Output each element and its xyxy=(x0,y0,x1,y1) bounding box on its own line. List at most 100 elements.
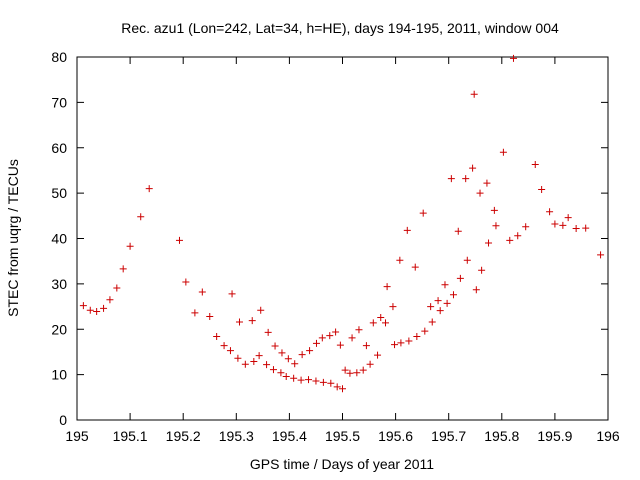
data-point-marker xyxy=(478,266,486,274)
data-point-marker xyxy=(257,306,265,314)
y-tick-label: 70 xyxy=(51,94,67,110)
data-point-marker xyxy=(327,379,335,387)
data-point-marker xyxy=(198,288,206,296)
data-point-marker xyxy=(454,227,462,235)
data-point-marker xyxy=(226,347,234,355)
x-tick-label: 195.7 xyxy=(431,428,466,444)
plot-frame xyxy=(76,56,609,421)
data-point-marker xyxy=(389,303,397,311)
data-point-marker xyxy=(263,361,271,369)
data-point-marker xyxy=(538,185,546,193)
data-point-marker xyxy=(106,296,114,304)
y-tick-label: 60 xyxy=(51,140,67,156)
data-point-marker xyxy=(255,352,263,360)
data-point-marker xyxy=(312,339,320,347)
data-point-marker xyxy=(278,349,286,357)
data-point-marker xyxy=(551,220,559,228)
data-point-marker xyxy=(119,265,127,273)
data-point-marker xyxy=(472,286,480,294)
data-point-marker xyxy=(250,357,258,365)
x-tick-label: 195.3 xyxy=(219,428,254,444)
data-point-marker xyxy=(318,334,326,342)
x-tick-label: 195.2 xyxy=(166,428,201,444)
data-point-marker xyxy=(291,360,299,368)
data-point-marker xyxy=(405,337,413,345)
data-point-marker xyxy=(463,256,471,264)
data-point-marker xyxy=(191,309,199,317)
data-point-marker xyxy=(235,318,243,326)
data-point-marker xyxy=(564,214,572,222)
y-axis-ticks: 0 10 20 30 40 50 60 70 80 xyxy=(51,49,608,428)
data-point-marker xyxy=(509,54,517,62)
data-point-marker xyxy=(469,164,477,172)
data-point-marker xyxy=(396,256,404,264)
data-point-marker xyxy=(476,189,484,197)
chart-title: Rec. azu1 (Lon=242, Lat=34, h=HE), days … xyxy=(121,20,559,36)
data-point-marker xyxy=(397,339,405,347)
data-point-marker xyxy=(79,302,87,310)
data-point-marker xyxy=(374,351,382,359)
data-point-marker xyxy=(490,206,498,214)
data-point-marker xyxy=(462,175,470,183)
data-point-marker xyxy=(456,274,464,282)
data-point-marker xyxy=(269,366,277,374)
x-tick-label: 195.6 xyxy=(378,428,413,444)
data-point-marker xyxy=(506,236,514,244)
data-point-marker xyxy=(436,307,444,315)
data-point-marker xyxy=(298,351,306,359)
data-point-marker xyxy=(403,226,411,234)
data-point-marker xyxy=(546,208,554,216)
data-point-marker xyxy=(182,278,190,286)
data-point-marker xyxy=(470,90,478,98)
y-tick-label: 80 xyxy=(51,49,67,65)
data-point-marker xyxy=(377,313,385,321)
data-point-marker xyxy=(213,333,221,341)
data-point-marker xyxy=(145,185,153,193)
data-point-marker xyxy=(483,179,491,187)
y-tick-label: 30 xyxy=(51,276,67,292)
data-point-marker xyxy=(421,327,429,335)
data-point-marker xyxy=(86,306,94,314)
x-tick-label: 195.8 xyxy=(484,428,519,444)
data-point-marker xyxy=(277,369,285,377)
data-point-marker xyxy=(290,374,298,382)
data-point-marker xyxy=(305,376,313,384)
y-tick-label: 20 xyxy=(51,321,67,337)
data-point-marker xyxy=(427,303,435,311)
data-point-marker xyxy=(499,148,507,156)
data-point-marker xyxy=(428,318,436,326)
y-tick-label: 10 xyxy=(51,367,67,383)
data-point-marker xyxy=(572,225,580,233)
data-point-marker xyxy=(248,317,256,325)
x-axis-ticks: 195 195.1 195.2 195.3 195.4 195.5 195.6 195.7 19… xyxy=(65,57,620,444)
data-point-marker xyxy=(434,297,442,305)
data-point-marker xyxy=(312,377,320,385)
data-point-marker xyxy=(441,281,449,289)
data-point-marker xyxy=(346,369,354,377)
data-point-marker xyxy=(326,332,334,340)
y-tick-label: 40 xyxy=(51,231,67,247)
data-point-marker xyxy=(597,251,605,259)
data-point-marker xyxy=(582,224,590,232)
data-point-marker xyxy=(369,319,377,327)
data-point-marker xyxy=(362,342,370,350)
data-point-marker xyxy=(449,291,457,299)
data-point-marker xyxy=(413,333,421,341)
data-point-marker xyxy=(383,283,391,291)
y-tick-label: 0 xyxy=(59,412,67,428)
data-point-marker xyxy=(93,308,101,316)
data-point-marker xyxy=(341,366,349,374)
data-point-marker xyxy=(241,360,249,368)
x-tick-label: 195.5 xyxy=(325,428,360,444)
data-point-marker xyxy=(382,319,390,327)
data-point-marker xyxy=(113,284,121,292)
data-point-marker xyxy=(514,232,522,240)
data-point-marker xyxy=(443,299,451,307)
data-point-marker xyxy=(336,341,344,349)
data-point-marker xyxy=(234,354,242,362)
x-axis-label: GPS time / Days of year 2011 xyxy=(250,456,434,472)
data-point-marker xyxy=(339,385,346,393)
data-point-marker xyxy=(297,376,305,384)
